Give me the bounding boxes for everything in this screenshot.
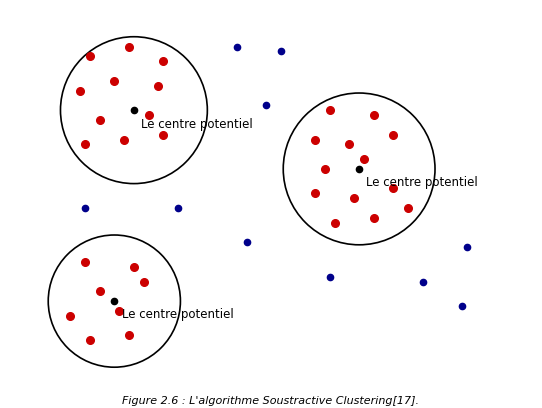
Text: Le centre potentiel: Le centre potentiel bbox=[141, 118, 253, 131]
Text: Le centre potentiel: Le centre potentiel bbox=[366, 176, 478, 189]
Text: Le centre potentiel: Le centre potentiel bbox=[121, 308, 234, 322]
Text: Figure 2.6 : L'algorithme Soustractive Clustering[17].: Figure 2.6 : L'algorithme Soustractive C… bbox=[122, 396, 420, 406]
